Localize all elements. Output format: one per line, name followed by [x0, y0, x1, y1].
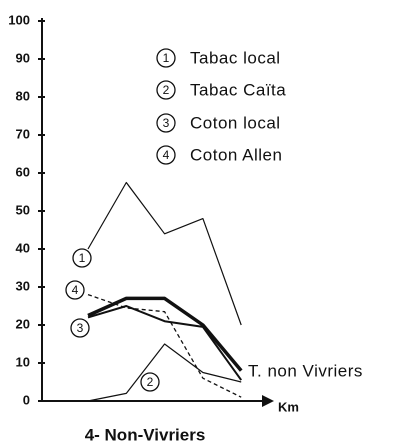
- series-annotation: T. non Vivriers: [248, 361, 363, 380]
- line-label: 4: [72, 283, 79, 297]
- line-label-circle: [72, 248, 92, 268]
- y-tick-label: 10: [16, 354, 30, 369]
- y-tick-label: 30: [16, 278, 30, 293]
- y-tick-label: 20: [16, 316, 30, 331]
- legend-circle: [156, 80, 176, 100]
- series-line: [87, 343, 242, 402]
- line-label: 3: [77, 321, 84, 335]
- y-tick-label: 70: [16, 126, 30, 141]
- line-label-circle: [70, 318, 90, 338]
- x-axis-arrow: [262, 395, 274, 407]
- series-line: [87, 305, 243, 381]
- y-tick-label: 0: [23, 392, 30, 407]
- line-label: 2: [147, 375, 154, 389]
- y-tick-label: 50: [16, 202, 30, 217]
- legend-label: Tabac local: [190, 48, 281, 67]
- y-tick-label: 40: [16, 240, 30, 255]
- legend-marker: 2: [163, 83, 170, 97]
- legend-label: Coton Allen: [190, 145, 282, 164]
- legend-marker: 4: [163, 148, 170, 162]
- x-axis-label: Km: [278, 399, 299, 414]
- legend-marker: 3: [163, 116, 170, 130]
- legend-circle: [156, 48, 176, 68]
- line-label-circle: [65, 280, 85, 300]
- line-label: 1: [79, 251, 86, 265]
- y-tick-label: 90: [16, 50, 30, 65]
- series-line: [87, 296, 243, 372]
- y-tick-label: 80: [16, 88, 30, 103]
- chart-title: 4- Non-Vivriers: [85, 425, 206, 444]
- line-label-circle: [140, 372, 160, 392]
- legend-circle: [156, 145, 176, 165]
- legend-marker: 1: [163, 51, 170, 65]
- legend-label: Coton local: [190, 113, 281, 132]
- series-line: [87, 181, 242, 326]
- y-tick-label: 60: [16, 164, 30, 179]
- y-tick-label: 100: [8, 12, 30, 27]
- legend-label: Tabac Caïta: [190, 80, 286, 99]
- series-line: [87, 293, 242, 398]
- legend-circle: [156, 113, 176, 133]
